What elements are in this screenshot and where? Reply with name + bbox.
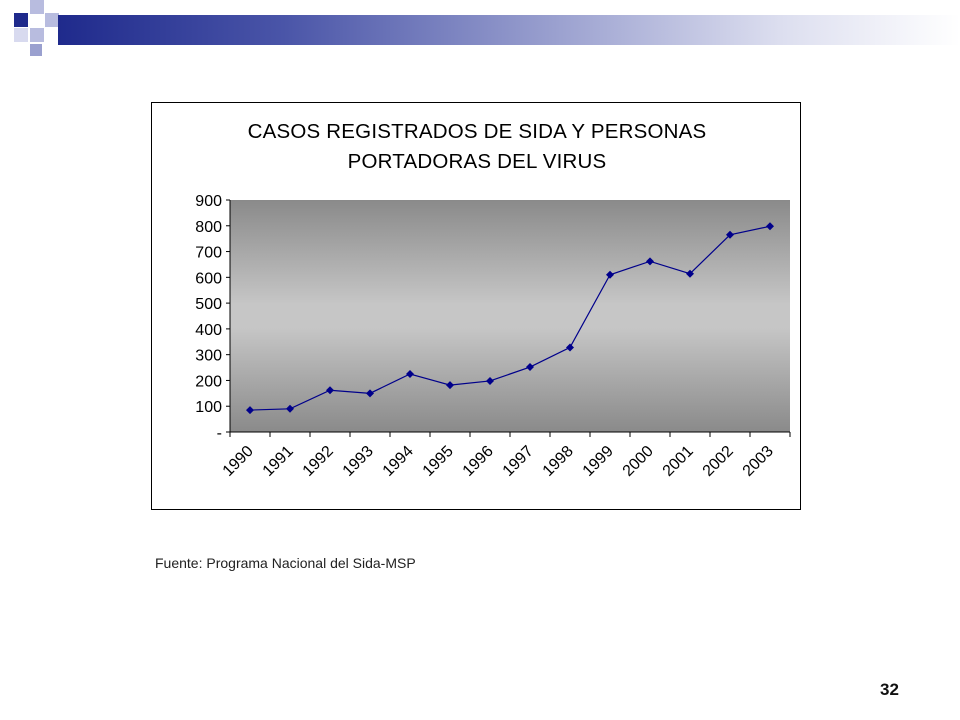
data-point (686, 269, 694, 278)
source-note: Fuente: Programa Nacional del Sida-MSP (155, 555, 416, 571)
data-point (446, 381, 454, 390)
deco-square-light (30, 44, 42, 56)
data-point (526, 363, 534, 372)
data-point (646, 257, 654, 266)
x-tick-label: 1990 (220, 443, 257, 480)
data-point (366, 389, 374, 398)
x-tick-label: 1997 (500, 443, 537, 480)
x-tick-label: 1992 (300, 443, 337, 480)
x-tick-label: 1995 (420, 443, 457, 480)
deco-square-light (14, 28, 28, 42)
header-gradient-bar (58, 15, 960, 45)
x-tick-label: 2003 (740, 443, 777, 480)
y-tick-label: 100 (195, 399, 222, 416)
chart-title-line-1: CASOS REGISTRADOS DE SIDA Y PERSONAS (247, 120, 707, 143)
data-point (566, 343, 574, 352)
x-tick-label: 1991 (260, 443, 297, 480)
x-tick-label: 1999 (580, 443, 617, 480)
data-point (726, 230, 734, 239)
chart-title: CASOS REGISTRADOS DE SIDA Y PERSONAS POR… (152, 117, 802, 177)
data-point (406, 370, 414, 378)
x-tick-label: 1998 (540, 443, 577, 480)
y-tick-label: - (217, 425, 222, 442)
deco-square-light (30, 28, 44, 42)
data-point (286, 404, 294, 413)
chart-frame: CASOS REGISTRADOS DE SIDA Y PERSONAS POR… (151, 102, 801, 510)
line-chart: - 100 200 300 400 500 600 700 800 900 1990 1991 1992… (195, 193, 791, 480)
data-point (486, 376, 494, 385)
y-tick-label: 600 (195, 270, 222, 287)
deco-square-light (30, 0, 44, 14)
y-tick-label: 700 (195, 245, 222, 262)
x-tick-label: 2002 (700, 443, 737, 480)
page-number: 32 (880, 680, 899, 699)
x-tick-label: 1994 (380, 443, 417, 480)
x-tick-label: 1993 (340, 443, 377, 480)
y-tick-label: 900 (195, 193, 222, 210)
deco-square-dark (14, 13, 28, 27)
y-tick-label: 800 (195, 219, 222, 236)
x-tick-label: 1996 (460, 443, 497, 480)
y-tick-label: 300 (195, 348, 222, 365)
data-point (766, 222, 774, 231)
y-tick-label: 500 (195, 296, 222, 313)
header-decoration (0, 0, 960, 60)
data-point (326, 386, 334, 395)
data-point (246, 406, 254, 415)
x-tick-label: 2001 (660, 443, 697, 480)
y-tick-label: 200 (195, 373, 222, 390)
x-tick-label: 2000 (620, 443, 657, 480)
data-point (606, 270, 614, 279)
deco-square-light (45, 13, 59, 27)
chart-title-line-2: PORTADORAS DEL VIRUS (347, 150, 607, 173)
series-line (249, 225, 771, 411)
y-tick-label: 400 (195, 322, 222, 339)
